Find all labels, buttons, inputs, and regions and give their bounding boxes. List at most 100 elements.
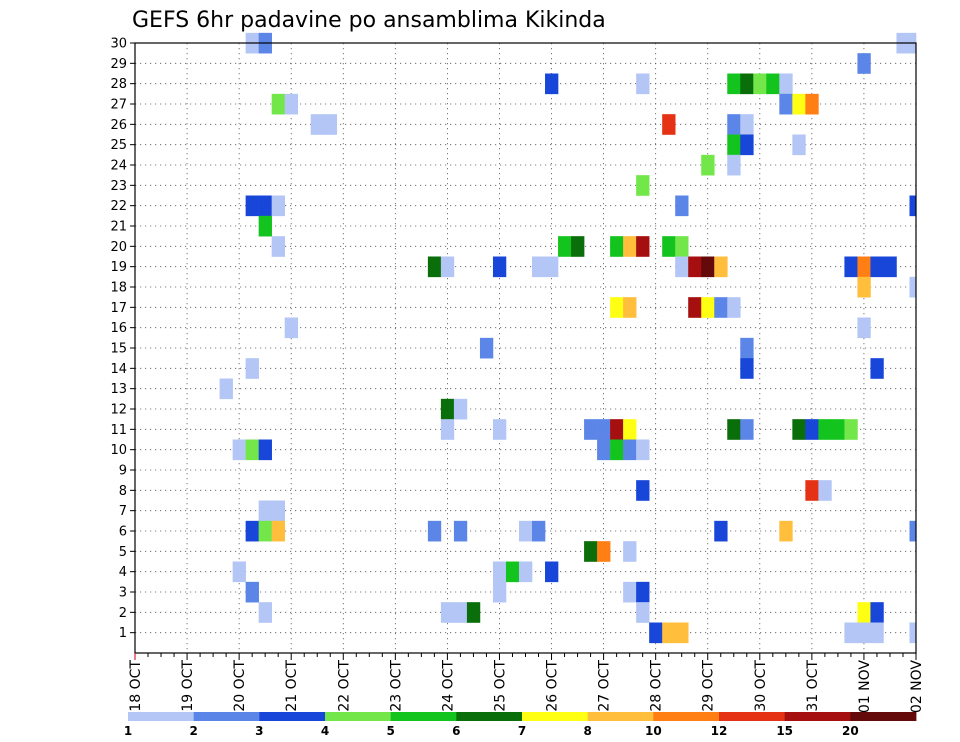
y-tick-label: 8: [119, 484, 127, 499]
precip-cell: [870, 622, 884, 644]
precip-cell: [610, 419, 624, 440]
x-tick-label: 23 OCT: [388, 660, 404, 712]
y-tick-label: 27: [110, 98, 127, 113]
y-tick-label: 11: [110, 423, 127, 438]
y-tick-label: 20: [110, 240, 127, 255]
precip-cell: [714, 297, 728, 318]
precip-cell: [909, 276, 917, 298]
precip-cell: [258, 215, 272, 237]
precip-cell: [740, 419, 754, 440]
precip-cell: [310, 114, 325, 135]
precip-cell: [805, 419, 819, 440]
colorbar-label: 2: [189, 724, 197, 738]
precip-cell: [727, 419, 741, 440]
colorbar-swatch: [193, 712, 260, 721]
colorbar-swatch: [719, 712, 786, 721]
x-tick-label: 01 NOV: [857, 660, 873, 714]
precip-cell: [453, 520, 468, 542]
y-tick-label: 25: [110, 138, 127, 153]
precip-cell: [870, 358, 884, 379]
precip-cell: [675, 256, 689, 278]
y-tick-label: 17: [110, 301, 127, 316]
precip-cell: [271, 500, 285, 522]
precip-cell: [792, 419, 806, 440]
precip-cell: [857, 622, 871, 644]
colorbar: 1 2 3 4 5 6 7 8 10 12 15 20: [124, 712, 917, 738]
precip-cell: [284, 93, 299, 115]
x-tick-label: 19 OCT: [180, 660, 196, 712]
precip-cell: [440, 419, 455, 440]
y-tick-label: 29: [110, 57, 127, 72]
precip-cell: [636, 480, 650, 501]
precip-cell: [245, 581, 259, 603]
y-tick-label: 21: [110, 220, 127, 235]
precip-cell: [584, 541, 598, 562]
colorbar-label: 6: [452, 724, 460, 738]
x-tick-label: 27 OCT: [597, 660, 613, 712]
precip-cell: [440, 398, 455, 420]
precip-cell: [571, 236, 585, 257]
precip-cell: [766, 73, 780, 95]
colorbar-label: 7: [518, 724, 526, 738]
x-tick-label: 24 OCT: [440, 660, 456, 712]
y-tick-label: 6: [119, 525, 127, 540]
x-tick-label: 29 OCT: [701, 660, 717, 712]
colorbar-swatch: [587, 712, 654, 721]
precip-cell: [636, 439, 650, 461]
precip-cell: [636, 581, 650, 603]
precip-cell: [623, 236, 637, 257]
precip-cell: [636, 602, 650, 623]
precip-cell: [870, 602, 884, 623]
precip-cell: [714, 256, 728, 278]
colorbar-label: 5: [386, 724, 394, 738]
precip-cell: [870, 256, 884, 278]
precip-cell: [792, 134, 806, 156]
precip-cell: [636, 73, 650, 95]
precip-cell: [779, 93, 793, 115]
precip-cell: [701, 154, 715, 176]
y-tick-label: 4: [119, 565, 127, 580]
precip-cell: [440, 256, 455, 278]
x-tick-label: 20 OCT: [232, 660, 248, 712]
y-tick-label: 22: [110, 199, 127, 214]
x-tick-label: 18 OCT: [128, 660, 144, 712]
precip-cell: [818, 480, 832, 501]
precip-cell: [258, 602, 272, 623]
y-tick-label: 7: [119, 504, 127, 519]
y-tick-label: 26: [110, 118, 127, 133]
precip-cell: [518, 561, 533, 583]
precip-cell: [844, 256, 858, 278]
precip-cell: [688, 256, 702, 278]
precip-cell: [479, 337, 494, 359]
precip-cell: [532, 256, 546, 278]
colorbar-label: 3: [255, 724, 263, 738]
cells-layer: [219, 32, 917, 644]
precip-cell: [258, 195, 272, 217]
precip-cell: [909, 520, 917, 542]
precip-cell: [857, 317, 871, 339]
colorbar-label: 4: [321, 724, 329, 738]
x-tick-label: 02 NOV: [909, 660, 925, 714]
precip-cell: [545, 256, 559, 278]
y-tick-label: 24: [110, 159, 127, 174]
precip-cell: [636, 175, 650, 196]
precip-cell: [909, 622, 917, 644]
x-tick-label: 22 OCT: [336, 660, 352, 712]
precip-cell: [623, 581, 637, 603]
precip-cell: [636, 236, 650, 257]
y-tick-label: 16: [110, 321, 127, 336]
y-tick-label: 12: [110, 403, 127, 418]
x-tick-label: 31 OCT: [805, 660, 821, 712]
precip-cell: [271, 236, 285, 257]
precip-cell: [727, 134, 741, 156]
precip-cell: [727, 73, 741, 95]
precip-cell: [649, 622, 663, 644]
x-tick-label: 28 OCT: [649, 660, 665, 712]
precip-cell: [427, 520, 442, 542]
precip-cell: [466, 602, 481, 623]
precip-cell: [597, 439, 611, 461]
y-tick-label: 15: [110, 342, 127, 357]
precip-cell: [662, 622, 676, 644]
precip-cell: [701, 256, 715, 278]
precip-cell: [844, 622, 858, 644]
